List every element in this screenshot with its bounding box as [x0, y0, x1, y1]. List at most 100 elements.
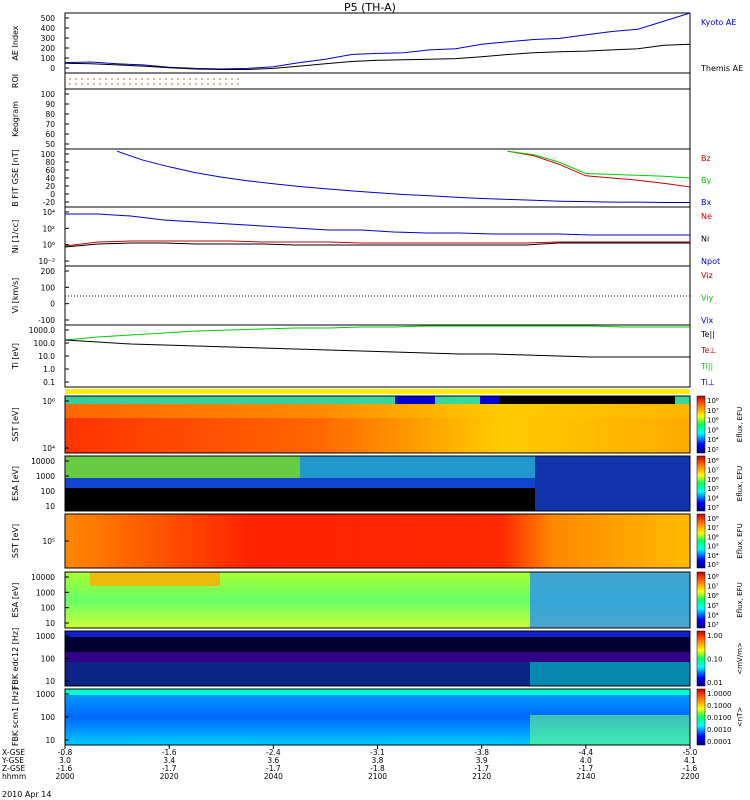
- roi-marker: [129, 78, 131, 80]
- roi-marker: [93, 78, 95, 80]
- bfield-ytick-label: 100: [41, 150, 56, 159]
- temperature-ytick-label: 100.0: [34, 339, 56, 348]
- roi-marker: [87, 83, 89, 85]
- velocity-ytick-label: 200: [41, 267, 56, 276]
- time-row-label: X-GSE: [2, 748, 25, 757]
- keogram-ytick-label: 100: [41, 90, 56, 99]
- roi-marker: [165, 78, 167, 80]
- time-col-y: 4.0: [580, 756, 592, 765]
- spec3-ytick-label: 10⁵: [42, 537, 55, 546]
- time-row-label: Z-GSE: [2, 764, 26, 773]
- spec2-cbar-tick: 10³: [707, 504, 719, 512]
- bfield-ylabel: B FIT GSE [nT]: [11, 149, 20, 207]
- spec1-heatmap: [65, 396, 690, 453]
- time-col-x: -3.8: [474, 748, 489, 757]
- roi-marker: [69, 83, 71, 85]
- density-ni-trace: [64, 242, 690, 248]
- spec1-cbar-tick: 10⁵: [707, 426, 719, 434]
- roi-marker: [111, 78, 113, 80]
- spec4-cbar-tick: 10⁸: [707, 573, 719, 581]
- spec1-cbar-label: Eflux, EFU: [736, 407, 744, 442]
- colorbar-2: [696, 455, 706, 512]
- roi-marker: [123, 83, 125, 85]
- density-ytick-label: 10²: [42, 224, 55, 233]
- ae-panel-frame: [64, 12, 691, 74]
- keogram-ytick-label: 70: [45, 120, 55, 129]
- spec4-ytick-label: 100: [41, 604, 56, 613]
- time-col-z: -1.7: [266, 764, 281, 773]
- spec4-cbar-tick: 10⁶: [707, 592, 719, 600]
- roi-marker: [75, 83, 77, 85]
- spec3-heatmap: [65, 514, 690, 568]
- spec3-cbar-tick: 10⁶: [707, 533, 719, 541]
- time-col-t: 2140: [576, 772, 595, 781]
- spec2-mid-band: [65, 478, 535, 488]
- spec4-ytick-label: 10000: [31, 573, 55, 582]
- bfield-series-2: [116, 150, 690, 203]
- roi-marker: [123, 78, 125, 80]
- fbk1-cbar-label: <mV/m>: [736, 642, 744, 675]
- velocity-legend-2: Vix: [701, 316, 714, 325]
- fbk2-ytick-label: 10: [45, 736, 55, 745]
- spec3-cbar-tick: 10⁴: [707, 552, 719, 560]
- spec4-ytick-label: 10: [45, 619, 55, 628]
- density-ytick-label: 10⁰: [42, 241, 55, 250]
- temperature-legend-2: Ti||: [700, 362, 713, 371]
- roi-marker: [207, 83, 209, 85]
- roi-marker: [129, 83, 131, 85]
- velocity-ytick-label: 0: [50, 300, 55, 309]
- velocity-ylabel: Vi [km/s]: [11, 278, 20, 314]
- roi-marker: [159, 78, 161, 80]
- fbk1-ytick-label: 10: [45, 677, 55, 686]
- keogram-ylabel: Keogram: [11, 101, 20, 137]
- time-col-t: 2020: [160, 772, 179, 781]
- spec2-cbar-tick: 10⁶: [707, 476, 719, 484]
- roi-marker: [195, 83, 197, 85]
- roi-marker: [87, 78, 89, 80]
- colorbar-5: [696, 630, 706, 687]
- roi-marker: [81, 78, 83, 80]
- time-col-t: 2200: [680, 772, 699, 781]
- temp-te-trace: [64, 339, 690, 358]
- fbk2-ytick-label: 100: [41, 713, 56, 722]
- roi-marker: [189, 78, 191, 80]
- fbk1-cbar-tick: 0.01: [707, 679, 723, 687]
- spec1-ytick-label: 10⁶: [42, 397, 55, 406]
- ae-legend-1: Themis AE: [700, 64, 743, 73]
- fbk2-top-band: [65, 689, 690, 695]
- time-col-y: 3.6: [267, 756, 279, 765]
- temperature-ytick-label: 0.1: [43, 378, 55, 387]
- spec2-cbar-label: Eflux, EFU: [736, 466, 744, 501]
- fbk1-top-band: [65, 631, 690, 637]
- density-ytick-label: 10⁴: [42, 208, 55, 217]
- roi-marker: [183, 83, 185, 85]
- spec4-cbar-label: Eflux, EFU: [736, 582, 744, 617]
- roi-marker: [135, 78, 137, 80]
- time-col-y: 3.4: [163, 756, 175, 765]
- time-col-t: 2120: [472, 772, 491, 781]
- velocity-legend-1: Viy: [701, 294, 714, 303]
- time-col-z: -1.7: [162, 764, 177, 773]
- spec2-cbar-tick: 10⁷: [707, 466, 719, 474]
- roi-marker: [201, 83, 203, 85]
- roi-marker: [177, 78, 179, 80]
- density-ylabel: Ni [1/cc]: [11, 220, 20, 254]
- panels: [64, 12, 691, 746]
- roi-marker: [105, 78, 107, 80]
- keogram-ytick-label: 60: [45, 130, 55, 139]
- ae-series-1: [64, 43, 691, 70]
- roi-marker: [99, 83, 101, 85]
- spec1-cbar-tick: 10³: [707, 446, 719, 454]
- fbk2-cbar-tick: 0.0100: [707, 714, 732, 722]
- ae-legend-0: Kyoto AE: [701, 18, 736, 27]
- time-col-z: -1.6: [683, 764, 698, 773]
- time-col-x: -3.1: [370, 748, 385, 757]
- keogram-ytick-label: 80: [45, 110, 55, 119]
- density-legend-2: Npot: [701, 257, 720, 266]
- roi-marker: [207, 78, 209, 80]
- bfield-legend-2: Bx: [701, 198, 711, 207]
- bfield-ytick-label: 80: [45, 158, 55, 167]
- temperature-ytick-label: 1.0: [43, 365, 55, 374]
- spec2-ytick-label: 1000: [36, 472, 55, 481]
- roi-marker: [105, 83, 107, 85]
